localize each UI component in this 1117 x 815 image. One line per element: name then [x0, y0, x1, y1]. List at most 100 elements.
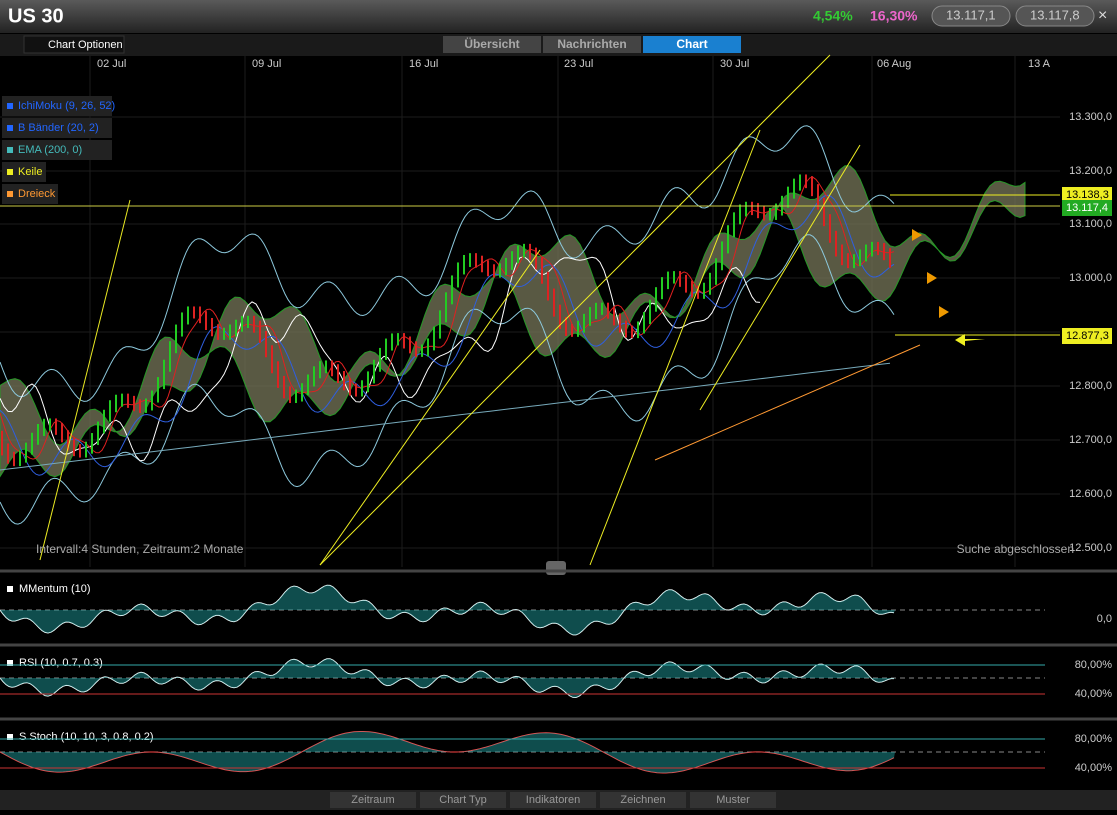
date-label: 02 Jul [97, 58, 126, 70]
panel-label: S Stoch (10, 10, 3, 0.8, 0.2) [19, 731, 154, 743]
price-marker-label: 13.138,3 [1066, 189, 1109, 201]
panel-label: MMentum (10) [19, 583, 91, 595]
interval: Intervall:4 Stunden, Zeitraum:2 Monate [36, 542, 244, 556]
panel-line [0, 658, 894, 699]
menu-label: Muster [716, 794, 750, 806]
panel-fill [0, 731, 895, 773]
indicator-box[interactable] [2, 184, 58, 204]
panel-level-label: 80,00% [1075, 659, 1113, 671]
menu-button[interactable] [330, 792, 416, 808]
pattern-arrow[interactable] [912, 229, 922, 241]
title-bar [0, 0, 1117, 33]
options: Chart Optionen [48, 39, 123, 51]
panel-level-label: 80,00% [1075, 733, 1113, 745]
panel-line [0, 584, 895, 636]
price-marker [1062, 328, 1112, 344]
indicator-label: B Bänder (20, 2) [18, 122, 99, 134]
trend-line [319, 54, 831, 566]
price-marker-label: 13.117,4 [1066, 202, 1108, 214]
panel-level-label: 40,00% [1075, 688, 1113, 700]
blue-line [0, 194, 895, 476]
menu-label: Zeitraum [351, 794, 394, 806]
price-label: 13.000,0 [1069, 272, 1112, 284]
tab[interactable] [543, 36, 641, 53]
price: 13.117,1 [946, 7, 996, 22]
date-label: 23 Jul [564, 58, 593, 70]
indicator-label: EMA (200, 0) [18, 144, 82, 156]
tab[interactable] [643, 36, 741, 53]
indicator-swatch [7, 147, 13, 153]
panel-swatch [7, 734, 13, 740]
title: US 30 [8, 5, 64, 27]
menu-label: Chart Typ [439, 794, 487, 806]
price-label: 12.800,0 [1069, 380, 1112, 392]
panel-swatch [7, 660, 13, 666]
collapse-button[interactable] [546, 561, 566, 575]
arrow [955, 334, 985, 346]
indicator-box[interactable] [2, 140, 112, 160]
change: 16,30% [870, 8, 918, 24]
panel-fill [0, 585, 895, 635]
ema-line [0, 362, 891, 471]
panel-label: RSI (10, 0.7, 0.3) [19, 657, 103, 669]
trend-line [654, 344, 921, 461]
indicator-swatch [7, 169, 13, 175]
indicator-box[interactable] [2, 162, 46, 182]
menu-label: Zeichnen [620, 794, 665, 806]
price-label: 12.700,0 [1069, 434, 1112, 446]
date-label: 06 Aug [877, 58, 911, 70]
red-line [0, 176, 895, 460]
indicator-swatch [7, 103, 13, 109]
indicator-label: Dreieck [18, 188, 56, 200]
panel-level-label: 0,0 [1097, 613, 1112, 625]
indicator-label: IchiMoku (9, 26, 52) [18, 100, 115, 112]
price-button[interactable] [931, 5, 1011, 27]
bollinger-upper [0, 125, 895, 402]
price-label: 12.600,0 [1069, 488, 1112, 500]
trend-line [589, 129, 761, 566]
price: 13.117,8 [1030, 7, 1080, 22]
indicator-swatch [7, 191, 13, 197]
trend-line [319, 249, 541, 566]
tab-label: Chart [676, 37, 707, 51]
price-label: 12.500,0 [1069, 542, 1112, 554]
indicator-box[interactable] [2, 118, 112, 138]
indicator-label: Keile [18, 166, 42, 178]
menu-button[interactable] [420, 792, 506, 808]
date-label: 30 Jul [720, 58, 749, 70]
price-marker-label: 12.877,3 [1066, 330, 1109, 342]
price-label: 13.300,0 [1069, 111, 1112, 123]
price-label: 13.200,0 [1069, 165, 1112, 177]
panel-line [0, 731, 895, 774]
status: Suche abgeschlossen [957, 542, 1074, 556]
price-button[interactable] [1015, 5, 1095, 27]
price-marker [1062, 200, 1112, 216]
tab-label: Übersicht [464, 36, 519, 51]
menu-button[interactable] [690, 792, 776, 808]
date-label: 13 A [1028, 58, 1051, 70]
date-label: 16 Jul [409, 58, 438, 70]
date-label: 09 Jul [252, 58, 281, 70]
tab[interactable] [443, 36, 541, 53]
price-marker [1062, 187, 1112, 203]
bollinger-lower [0, 234, 895, 525]
menu-button[interactable] [510, 792, 596, 808]
pattern-arrow[interactable] [927, 272, 937, 284]
pattern-arrow[interactable] [939, 306, 949, 318]
panel-swatch [7, 586, 13, 592]
indicator-box[interactable] [2, 96, 112, 116]
indicator-swatch [7, 125, 13, 131]
options-button[interactable] [23, 35, 125, 54]
panel-fill [0, 658, 895, 698]
trend-line [39, 199, 131, 561]
price-label: 13.100,0 [1069, 218, 1112, 230]
close-button[interactable]: × [1098, 7, 1107, 24]
trend-line [699, 144, 861, 411]
menu-button[interactable] [600, 792, 686, 808]
tab-label: Nachrichten [557, 37, 626, 51]
panel-level-label: 40,00% [1075, 762, 1113, 774]
change: 4,54% [813, 8, 853, 24]
menu-label: Indikatoren [526, 794, 580, 806]
